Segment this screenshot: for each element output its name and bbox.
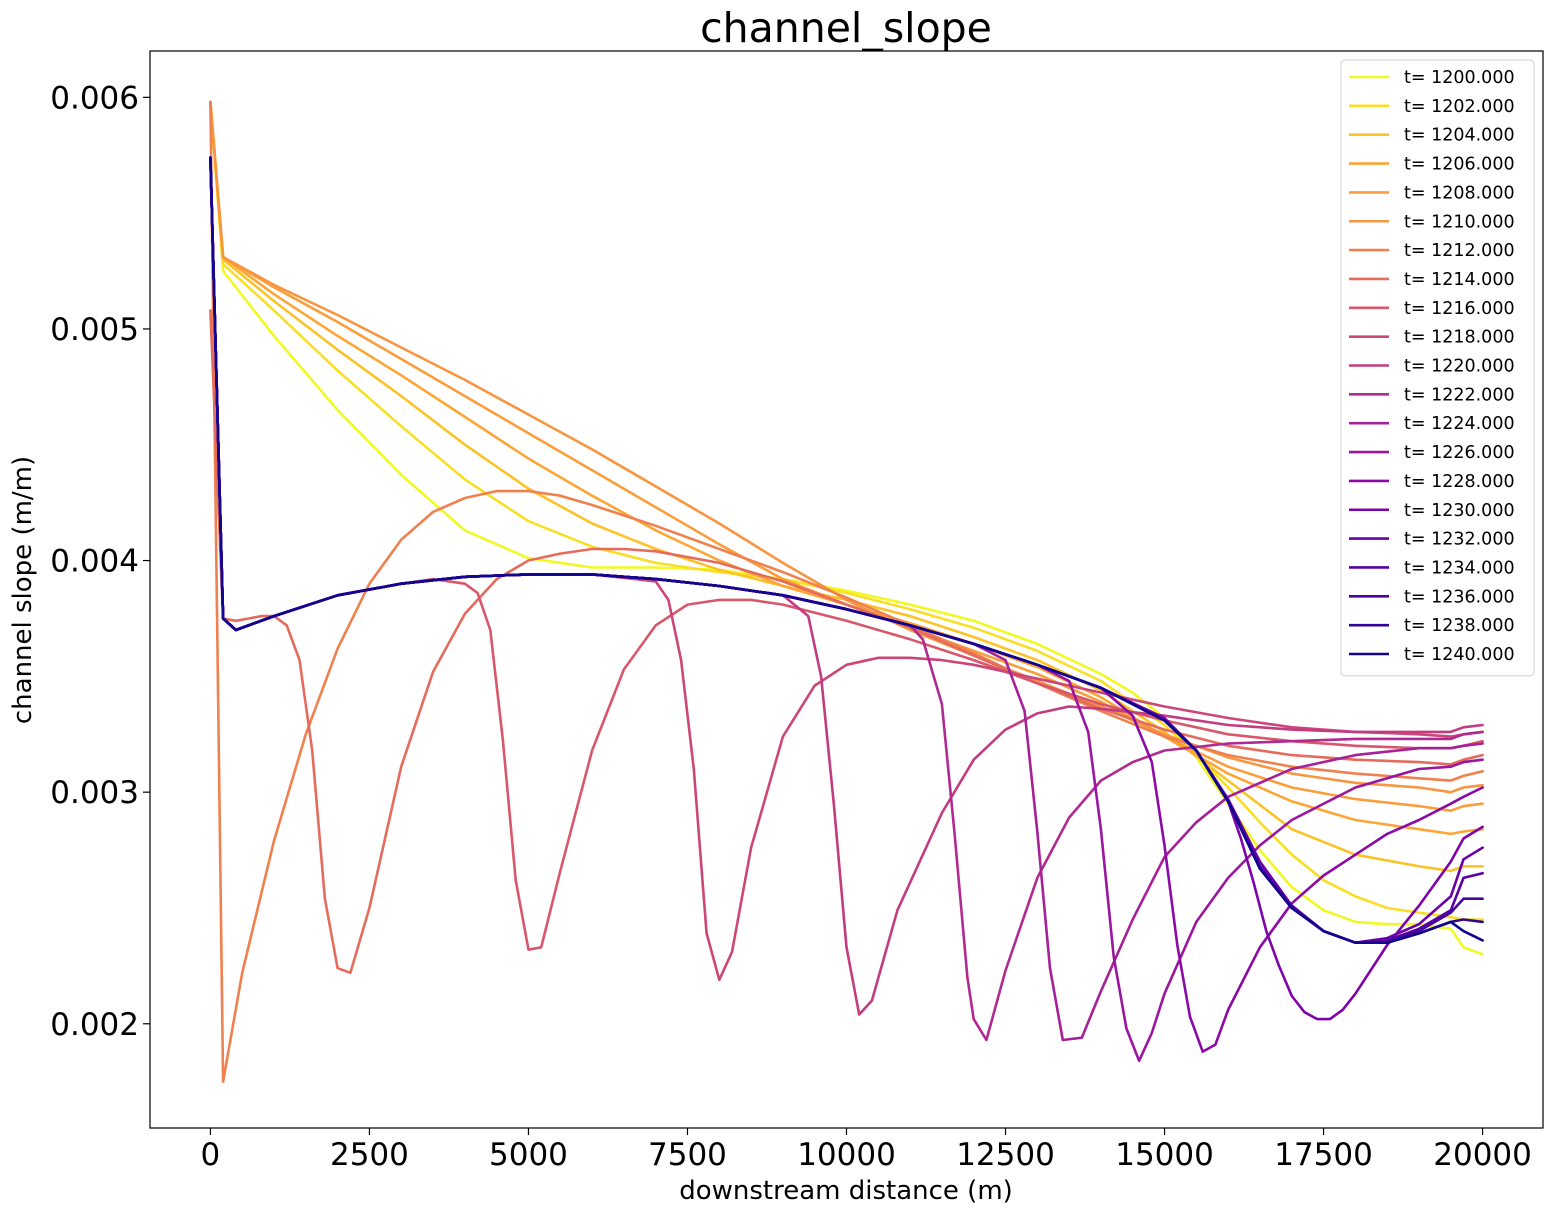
x-tick-label: 10000: [797, 1137, 896, 1173]
legend-label: t= 1218.000: [1404, 328, 1515, 348]
legend-label: t= 1212.000: [1404, 241, 1515, 261]
legend-frame: [1340, 59, 1535, 677]
series-line-7: [209, 309, 1484, 975]
legend-label: t= 1202.000: [1404, 97, 1515, 117]
y-tick-label: 0.002: [50, 1007, 139, 1043]
legend-label: t= 1228.000: [1404, 472, 1515, 492]
x-tick-label: 7500: [648, 1137, 727, 1173]
legend-label: t= 1232.000: [1404, 530, 1515, 550]
legend-label: t= 1224.000: [1404, 414, 1515, 434]
legend-label: t= 1234.000: [1404, 558, 1515, 578]
x-tick-label: 5000: [489, 1137, 568, 1173]
series-line-1: [209, 100, 1484, 921]
legend-label: t= 1216.000: [1404, 299, 1515, 319]
plot-lines: [209, 100, 1484, 1083]
x-axis-title: downstream distance (m): [679, 1176, 1013, 1206]
y-tick-label: 0.006: [50, 80, 139, 116]
legend-label: t= 1226.000: [1404, 443, 1515, 463]
legend-label: t= 1206.000: [1404, 155, 1515, 175]
legend-label: t= 1200.000: [1404, 68, 1515, 88]
x-tick-label: 20000: [1433, 1137, 1532, 1173]
y-axis-title: channel slope (m/m): [8, 456, 38, 724]
y-tick-label: 0.004: [50, 544, 139, 580]
x-tick-label: 12500: [956, 1137, 1055, 1173]
x-axis-ticks: 0 2500 5000 7500 10000 12500 15000 17500 20000: [201, 1128, 1532, 1173]
series-line-0: [209, 100, 1484, 956]
y-tick-label: 0.003: [50, 775, 139, 811]
legend-label: t= 1208.000: [1404, 183, 1515, 203]
x-tick-label: 2500: [330, 1137, 409, 1173]
legend-label: t= 1236.000: [1404, 587, 1515, 607]
legend-label: t= 1240.000: [1404, 645, 1515, 665]
series-line-20: [209, 156, 1484, 945]
y-axis-ticks: 0.002 0.003 0.004 0.005 0.006: [50, 80, 150, 1043]
legend-label: t= 1204.000: [1404, 126, 1515, 146]
legend-label: t= 1230.000: [1404, 501, 1515, 521]
plot-area-frame: [149, 50, 1544, 1129]
x-tick-label: 0: [201, 1137, 221, 1173]
legend-label: t= 1220.000: [1404, 357, 1515, 377]
y-tick-label: 0.005: [50, 312, 139, 348]
x-tick-label: 15000: [1115, 1137, 1214, 1173]
legend: t= 1200.000 t= 1202.000 t= 1204.000 t= 1206…: [1340, 59, 1535, 677]
series-line-2: [209, 100, 1484, 873]
legend-label: t= 1214.000: [1404, 270, 1515, 290]
legend-label: t= 1222.000: [1404, 385, 1515, 405]
legend-label: t= 1210.000: [1404, 212, 1515, 232]
chart-title: channel_slope: [700, 4, 992, 52]
legend-label: t= 1238.000: [1404, 616, 1515, 636]
x-tick-label: 17500: [1274, 1137, 1373, 1173]
